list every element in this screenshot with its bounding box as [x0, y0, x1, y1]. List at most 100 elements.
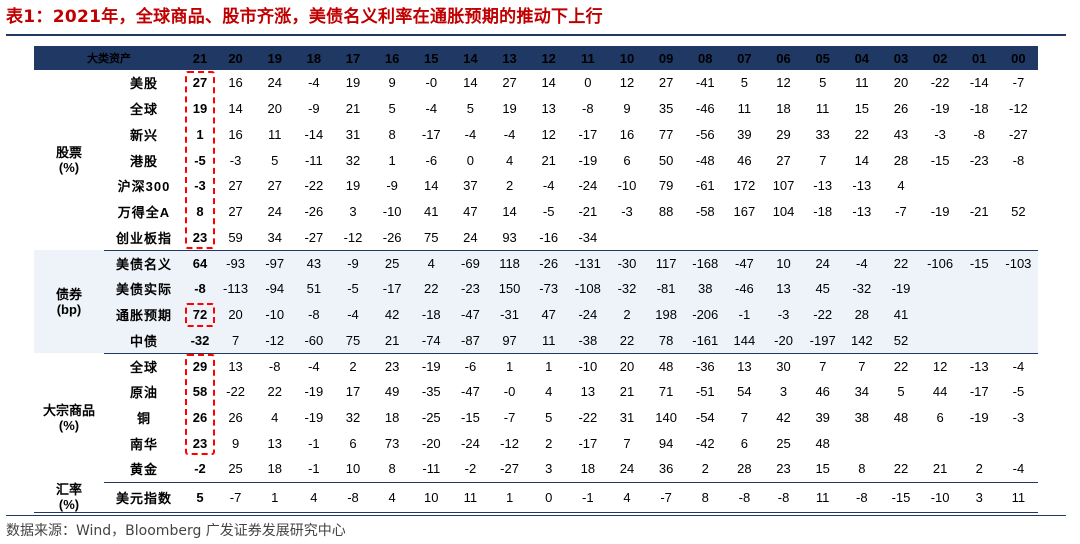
table-cell: -35: [421, 384, 441, 400]
table-cell: 13: [737, 358, 752, 374]
table-cell: 22: [881, 456, 921, 483]
table-cell: 25: [372, 250, 412, 276]
table-cell: 34: [854, 384, 870, 400]
cell-2021: 27: [192, 75, 208, 91]
table-cell: -69: [450, 250, 490, 276]
table-cell: -14: [304, 126, 324, 142]
table-cell: 2: [607, 301, 647, 328]
table-cell: -19: [930, 101, 950, 117]
table-cell: 30: [776, 358, 791, 374]
cell-2021: 8: [196, 204, 204, 220]
table-cell: 25: [776, 435, 791, 451]
row-label: 新兴: [129, 127, 158, 143]
table-cell: -73: [529, 276, 569, 302]
table-cell: -21: [969, 204, 989, 220]
table-cell: -24: [578, 178, 598, 194]
table-cell: 2: [685, 456, 725, 483]
row-label: 铜: [136, 411, 151, 427]
table-cell: 7: [623, 435, 631, 451]
table-cell: -7: [1012, 75, 1025, 91]
table-row: 创业板指 23 59 34 -27 -12 -26 75 24 93 -16 -34: [34, 224, 1038, 251]
row-label: 美债实际: [104, 276, 184, 302]
table-cell: -11: [304, 152, 323, 168]
table-cell: 8: [372, 456, 412, 483]
header-year-13: 13: [489, 46, 530, 70]
table-cell: 78: [646, 327, 686, 354]
header-year-19: 19: [255, 46, 295, 70]
table-cell: 27: [228, 178, 243, 194]
table-cell: 33: [815, 126, 830, 142]
table-cell: 1: [388, 152, 396, 168]
table-cell: 52: [1011, 204, 1026, 220]
table-cell: -10: [255, 301, 295, 328]
header-year-14: 14: [450, 46, 490, 70]
table-cell: -31: [489, 301, 530, 328]
table-cell: -10: [382, 204, 402, 220]
table-cell: -21: [578, 204, 598, 220]
table-cell: 12: [776, 75, 791, 91]
table-cell: -8: [582, 101, 594, 117]
table-row: 黄金 -2 25 18 -1 10 8 -11 -2 -27 3 18 24 36 2 28 23 15 8 22 21…: [34, 456, 1038, 483]
table-cell: 9: [231, 435, 240, 451]
table-cell: 23: [384, 358, 400, 374]
table-cell: 7: [819, 358, 827, 374]
table-cell: -206: [685, 301, 725, 328]
table-cell: 17: [345, 384, 361, 400]
table-cell: 41: [881, 301, 921, 328]
table-cell: 49: [384, 384, 400, 400]
table-cell: -19: [421, 358, 441, 374]
table-cell: 18: [255, 456, 295, 483]
table-cell: -15: [881, 482, 921, 513]
table-cell: 39: [737, 126, 752, 142]
table-cell: 27: [658, 75, 674, 91]
table-cell: 73: [384, 435, 400, 451]
table-cell: [685, 224, 725, 251]
table-cell: 38: [854, 410, 870, 426]
table-cell: -12: [1009, 101, 1028, 117]
table-cell: -4: [998, 456, 1038, 483]
table-cell: [881, 224, 921, 251]
table-cell: -17: [578, 126, 598, 142]
table-cell: -19: [881, 276, 921, 302]
table-cell: 11: [267, 126, 282, 142]
table-cell: -8: [973, 126, 986, 142]
table-cell: [960, 431, 999, 457]
table-cell: -11: [411, 456, 451, 483]
table-row: 铜 26 26 4 -19 32 18 -25 -15 -7 5 -22 31 140 -54 7 42 39 38…: [34, 405, 1038, 431]
table-cell: 20: [893, 75, 909, 91]
header-asset-class: 大类资产: [34, 46, 184, 70]
source-divider: [6, 515, 1066, 516]
table-cell: -1: [294, 456, 334, 483]
table-cell: -7: [646, 482, 686, 513]
table-cell: 24: [267, 75, 282, 91]
table-title: 表1：2021年，全球商品、股市齐涨，美债名义利率在通胀预期的推动下上行: [6, 7, 603, 27]
table-cell: 97: [489, 327, 530, 354]
table-cell: 19: [345, 178, 361, 194]
table-cell: -3: [934, 126, 946, 142]
table-cell: -10: [578, 358, 598, 374]
table-cell: [998, 276, 1038, 302]
table-cell: -54: [695, 410, 715, 426]
table-cell: 27: [228, 204, 243, 220]
table-cell: 14: [541, 75, 556, 91]
table-cell: 77: [658, 126, 674, 142]
table-cell: 15: [854, 101, 870, 117]
table-cell: [842, 224, 882, 251]
table-cell: -93: [216, 250, 256, 276]
table-cell: -23: [969, 152, 989, 168]
table-cell: 21: [541, 152, 556, 168]
table-cell: 6: [623, 152, 631, 168]
header-year-05: 05: [803, 46, 843, 70]
table-cell: 8: [685, 482, 725, 513]
table-cell: 9: [623, 101, 631, 117]
table-cell: [607, 224, 647, 251]
table-cell: 1: [489, 482, 530, 513]
table-cell: -22: [578, 410, 598, 426]
table-cell: -8: [333, 482, 373, 513]
row-label: 万得全A: [117, 205, 171, 221]
table-cell: -3: [1012, 410, 1025, 426]
group-label-equity: 股票 (%): [55, 145, 82, 176]
table-cell: 20: [619, 358, 635, 374]
table-cell: 51: [294, 276, 334, 302]
cell-2021: 26: [192, 410, 208, 426]
